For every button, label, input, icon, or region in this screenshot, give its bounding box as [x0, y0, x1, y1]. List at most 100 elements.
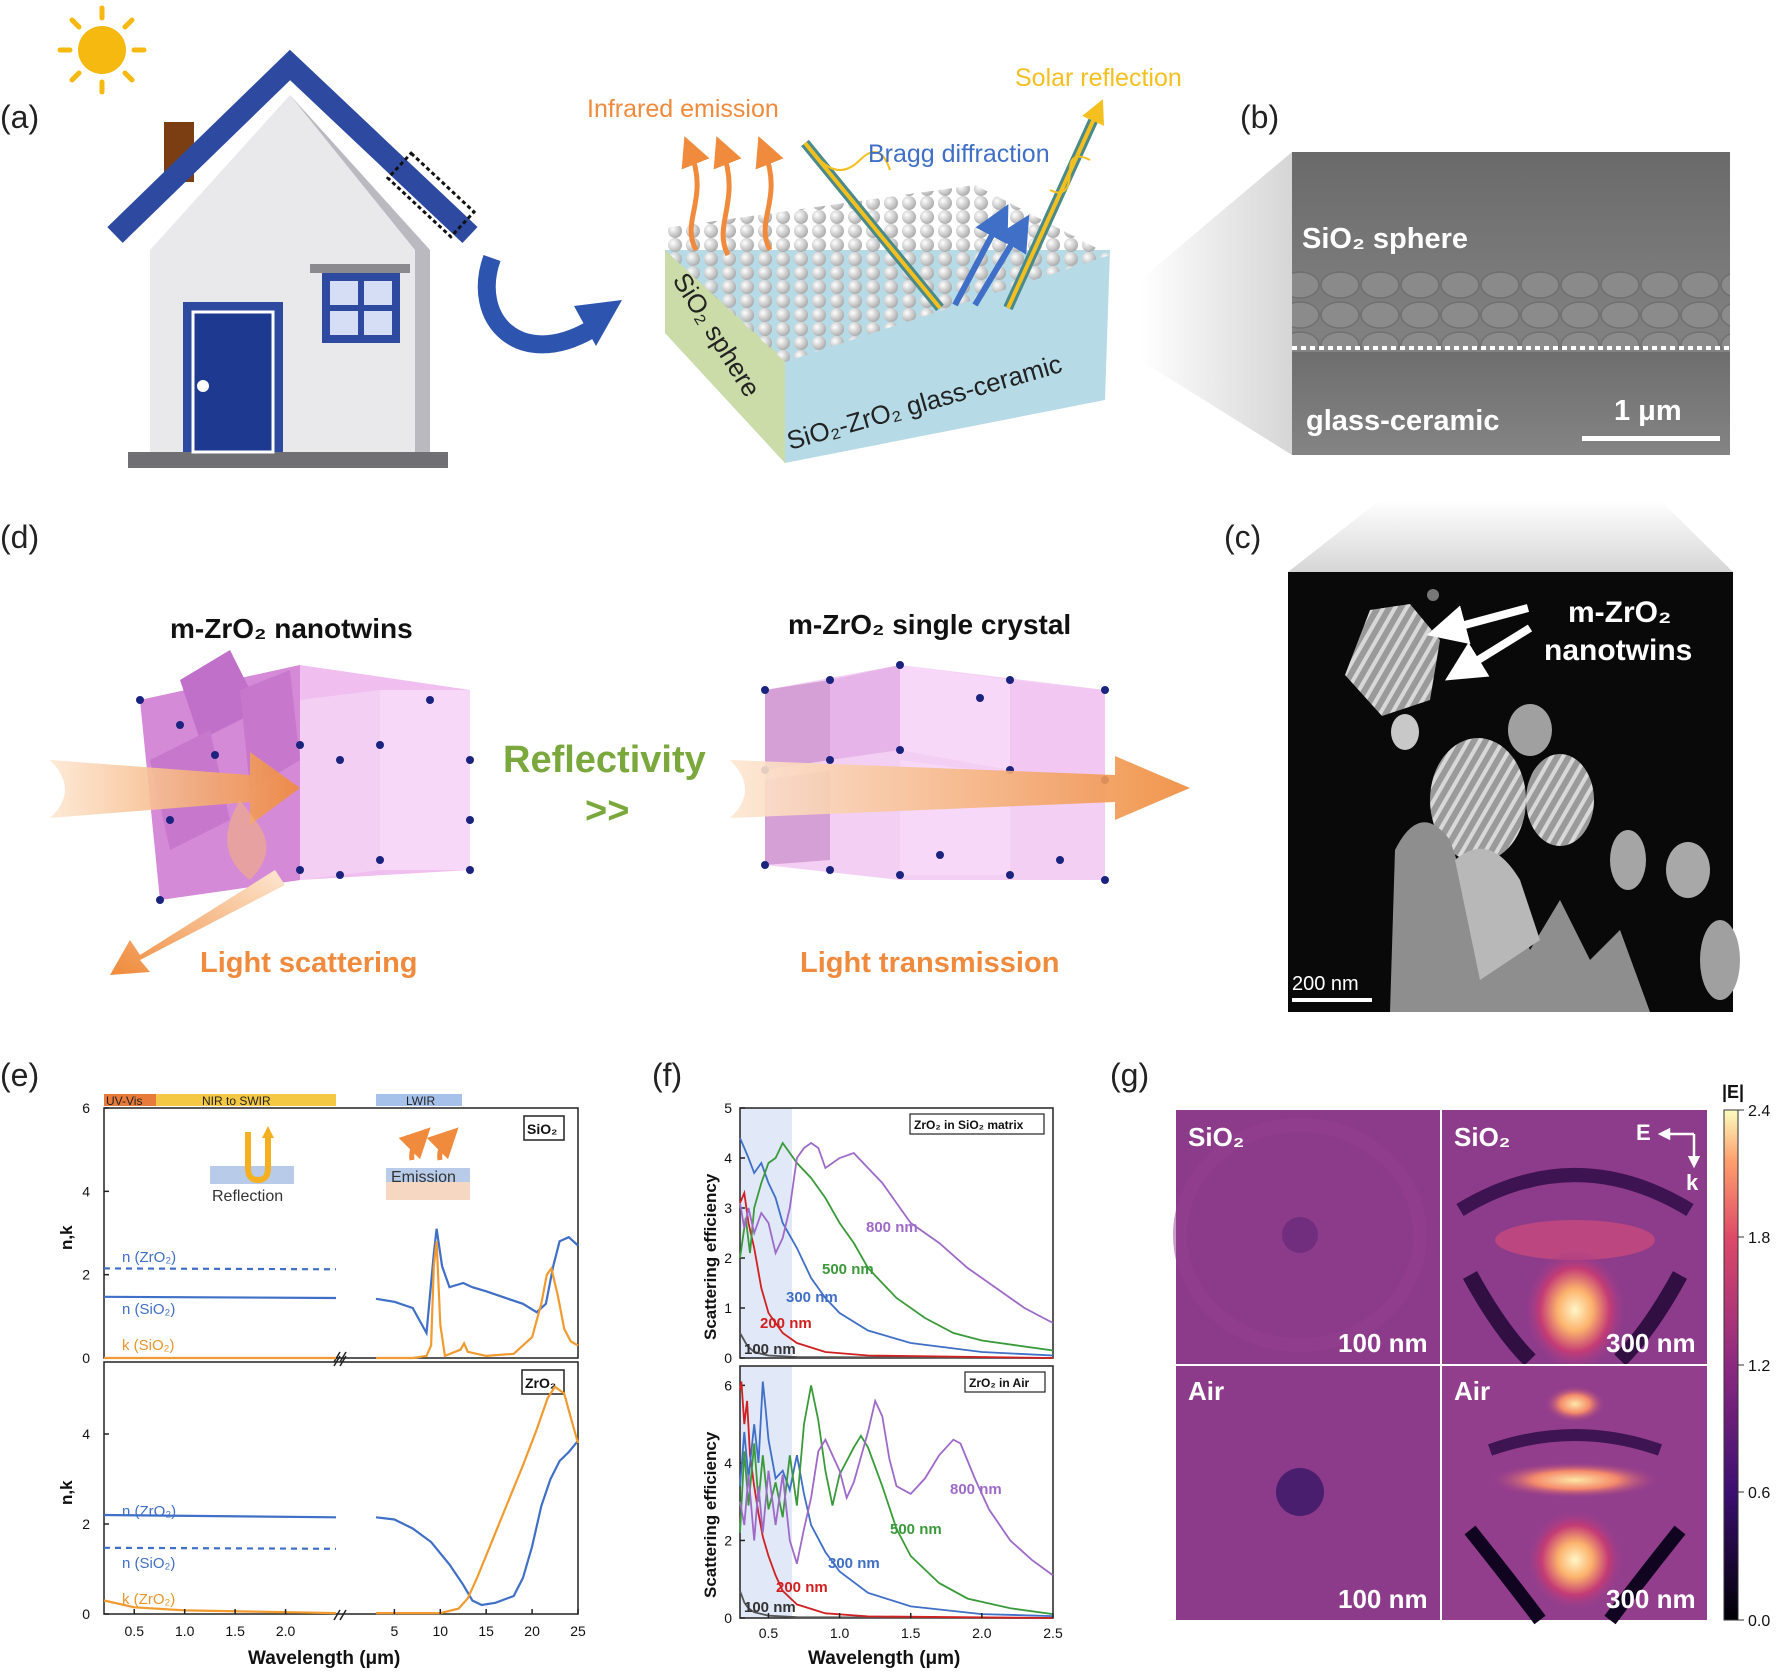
e-xlabel: Wavelength (μm) — [248, 1648, 400, 1669]
band-lwir — [376, 1094, 462, 1106]
xtick-label: 10 — [432, 1623, 448, 1639]
tem-scale-label: 200 nm — [1292, 973, 1359, 995]
xtick-label: 20 — [524, 1623, 540, 1639]
band-nir-label: NIR to SWIR — [202, 1094, 271, 1108]
colorbar-tick-4: 0.0 — [1748, 1613, 1770, 1630]
f-bottom-ylabel: Scattering efficiency — [701, 1431, 720, 1598]
e-top-curve-label-2: n (SiO₂) — [122, 1301, 175, 1318]
ytick-label: 2 — [82, 1516, 90, 1532]
series-line — [739, 1385, 1054, 1615]
tem-label-line2: nanotwins — [1544, 634, 1692, 667]
zoom-arrow — [477, 254, 595, 354]
panel-label-e: (e) — [0, 1057, 39, 1093]
f-bottom-size-500: 500 nm — [890, 1521, 942, 1538]
tem-particles — [1345, 589, 1740, 1012]
colorbar-tick-2: 1.2 — [1748, 1358, 1770, 1375]
sun-icon — [57, 5, 147, 95]
series-line — [375, 1228, 579, 1337]
light-transmission-caption: Light transmission — [800, 947, 1059, 979]
series-line — [103, 1513, 337, 1519]
tem-scale-bar — [1292, 998, 1372, 1002]
e-bottom-frame — [103, 1361, 579, 1615]
e-top-curve-label-3: k (SiO₂) — [122, 1337, 175, 1354]
e-bottom-curve-label-3: k (ZrO₂) — [122, 1591, 175, 1608]
ytick-label: 0 — [724, 1610, 732, 1626]
solar-rays — [801, 99, 1104, 312]
f-bottom-tag-box — [964, 1371, 1046, 1393]
panel-label-g: (g) — [1110, 1057, 1149, 1093]
colorbar-tick-1: 1.8 — [1748, 1230, 1770, 1247]
f-bottom-size-200: 200 nm — [776, 1579, 828, 1596]
tem-pointer-2 — [1444, 624, 1533, 681]
series-line — [375, 1440, 579, 1607]
series-line — [103, 1267, 337, 1271]
series-line — [103, 1546, 337, 1550]
ytick-label: 2 — [724, 1532, 732, 1548]
ytick-label: 3 — [724, 1200, 732, 1216]
e-bottom-curve-label-1: n (ZrO₂) — [122, 1503, 176, 1520]
series-line — [739, 1398, 1054, 1577]
axis-break-marks — [333, 1351, 347, 1621]
zoom-wedge-c — [1288, 500, 1733, 572]
f-top-size-800: 800 nm — [866, 1219, 918, 1236]
scatter-flare — [227, 800, 267, 880]
sem-sphere-layer — [1292, 270, 1730, 350]
polarization-arrows-icon — [1657, 1127, 1701, 1169]
band-uvvis — [104, 1094, 156, 1106]
xtick-label: 1.0 — [830, 1625, 850, 1641]
f-top-size-300: 300 nm — [786, 1289, 838, 1306]
series-line — [739, 1141, 1054, 1324]
ytick-label: 4 — [82, 1183, 90, 1199]
field-map-sio2-300 — [1442, 1110, 1707, 1370]
series-line — [739, 1590, 1054, 1619]
infrared-emission-label: Infrared emission — [587, 95, 779, 123]
panel-label-d: (d) — [0, 519, 39, 555]
series-line — [103, 1599, 337, 1615]
ytick-label: 5 — [724, 1100, 732, 1116]
cell-4-size: 300 nm — [1606, 1584, 1696, 1614]
panel-g: (g) — [1110, 1057, 1770, 1630]
field-map-sio2-100 — [1173, 1110, 1440, 1364]
panel-a: (a) — [0, 5, 1292, 468]
f-top-tag: ZrO₂ in SiO₂ matrix — [914, 1118, 1024, 1132]
transmitted-light-arrow — [730, 756, 1190, 820]
cell-2-medium: SiO₂ — [1454, 1122, 1510, 1152]
reflection-icon — [210, 1126, 294, 1184]
f-bottom-size-100: 100 nm — [744, 1599, 796, 1616]
xtick-label: 2.5 — [1043, 1625, 1063, 1641]
xtick-label: 15 — [478, 1623, 494, 1639]
e-bottom-tag-box — [521, 1369, 565, 1395]
reflectivity-compare: >> — [585, 790, 629, 832]
colorbar — [1723, 1109, 1739, 1621]
tem-pointer-1 — [1426, 604, 1530, 645]
cell-4-medium: Air — [1454, 1376, 1490, 1406]
f-top-tag-box — [909, 1113, 1045, 1135]
series-line — [376, 1241, 579, 1360]
e-top-curve-label-1: n (ZrO₂) — [122, 1249, 176, 1266]
ytick-label: 6 — [724, 1377, 732, 1393]
panel-b: (b) SiO₂ sphere glass-ceramic 1 μm — [1240, 99, 1730, 455]
f-top-size-500: 500 nm — [822, 1261, 874, 1278]
e-top-tag: SiO₂ — [527, 1121, 557, 1137]
single-crystal-title: m-ZrO₂ single crystal — [788, 609, 1071, 640]
panel-f: (f) 0 1 2 3 4 5 0 2 4 6 0.5 1.0 1.5 2.0 2.5 ZrO₂ in S… — [652, 1057, 1063, 1669]
emission-label: Emission — [391, 1169, 456, 1186]
reflectivity-label: Reflectivity — [503, 739, 706, 781]
f-top-plot: 0 1 2 3 4 5 — [724, 1100, 1054, 1366]
sem-bottom-label: glass-ceramic — [1306, 405, 1499, 437]
house-illustration — [107, 49, 478, 468]
e-bottom-curve-label-2: n (SiO₂) — [122, 1555, 175, 1572]
panel-label-a: (a) — [0, 99, 39, 135]
field-map-air-100 — [1176, 1366, 1440, 1620]
infrared-emission-arrows — [681, 136, 784, 257]
f-xlabel: Wavelength (μm) — [808, 1648, 960, 1669]
colorbar-title: |E| — [1722, 1082, 1744, 1102]
k-vector-label: k — [1686, 1170, 1699, 1195]
sem-top-label: SiO₂ sphere — [1302, 223, 1468, 255]
panel-label-b: (b) — [1240, 99, 1279, 135]
solar-reflection-label: Solar reflection — [1015, 64, 1182, 92]
xtick-label: 1.5 — [901, 1625, 921, 1641]
cell-1-size: 100 nm — [1338, 1328, 1428, 1358]
series-line — [376, 1385, 580, 1615]
ytick-label: 4 — [82, 1426, 90, 1442]
